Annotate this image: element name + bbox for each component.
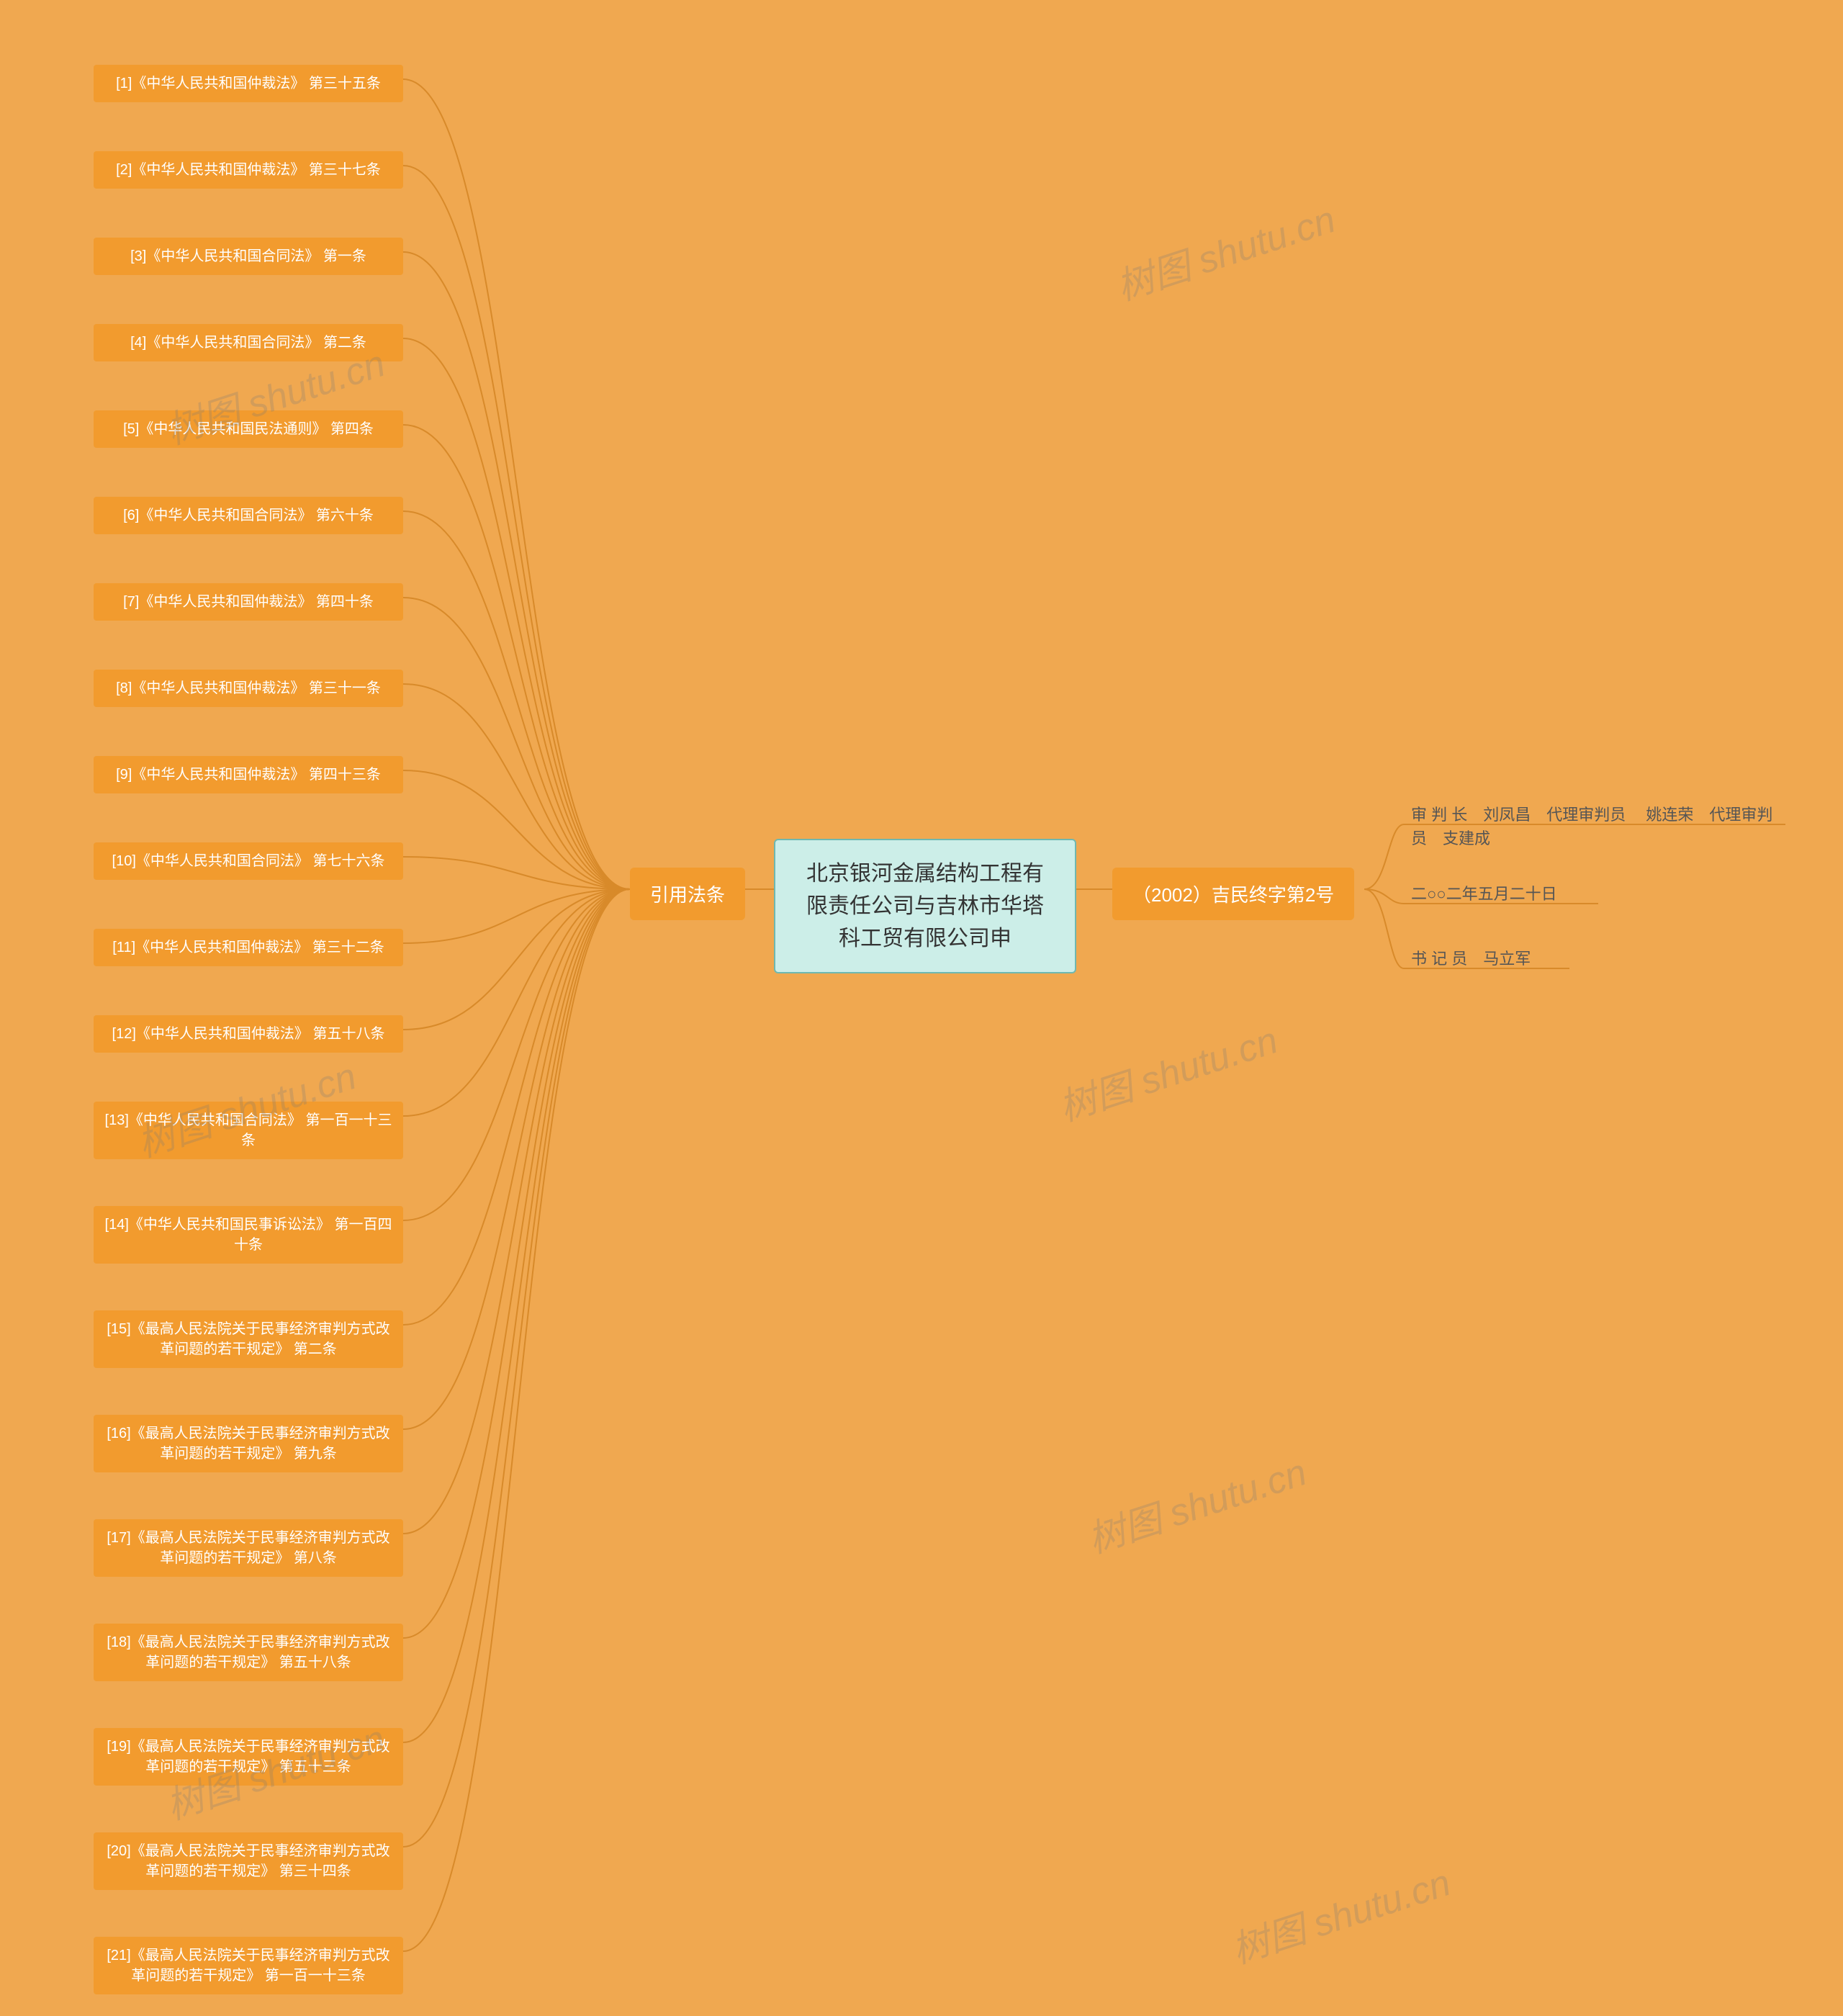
left-leaf: [16]《最高人民法院关于民事经济审判方式改革问题的若干规定》 第九条 xyxy=(94,1415,403,1472)
watermark: 树图 shutu.cn xyxy=(1224,1853,1456,1974)
left-leaf: [4]《中华人民共和国合同法》 第二条 xyxy=(94,324,403,361)
left-leaf: [21]《最高人民法院关于民事经济审判方式改革问题的若干规定》 第一百一十三条 xyxy=(94,1937,403,1994)
center-title: 北京银河金属结构工程有限责任公司与吉林市华塔科工贸有限公司申 xyxy=(806,862,1044,950)
right-leaf: 二○○二年五月二十日 xyxy=(1411,882,1557,906)
left-leaf: [13]《中华人民共和国合同法》 第一百一十三条 xyxy=(94,1102,403,1159)
right-leaf: 书 记 员 马立军 xyxy=(1411,947,1531,971)
left-leaf: [20]《最高人民法院关于民事经济审判方式改革问题的若干规定》 第三十四条 xyxy=(94,1832,403,1890)
left-leaf: [8]《中华人民共和国仲裁法》 第三十一条 xyxy=(94,670,403,707)
left-leaf: [12]《中华人民共和国仲裁法》 第五十八条 xyxy=(94,1015,403,1053)
left-leaf: [3]《中华人民共和国合同法》 第一条 xyxy=(94,238,403,275)
mindmap-canvas: 北京银河金属结构工程有限责任公司与吉林市华塔科工贸有限公司申 引用法条 （200… xyxy=(0,0,1843,2016)
left-leaf: [14]《中华人民共和国民事诉讼法》 第一百四十条 xyxy=(94,1206,403,1264)
hub-left-label: 引用法条 xyxy=(650,884,725,906)
left-leaf: [1]《中华人民共和国仲裁法》 第三十五条 xyxy=(94,65,403,102)
right-leaf: 审 判 长 刘凤昌 代理审判员 姚连荣 代理审判员 支建成 xyxy=(1411,803,1785,850)
left-leaf: [15]《最高人民法院关于民事经济审判方式改革问题的若干规定》 第二条 xyxy=(94,1310,403,1368)
hub-right: （2002）吉民终字第2号 xyxy=(1112,868,1354,920)
left-leaf: [17]《最高人民法院关于民事经济审判方式改革问题的若干规定》 第八条 xyxy=(94,1519,403,1577)
left-leaf: [7]《中华人民共和国仲裁法》 第四十条 xyxy=(94,583,403,621)
center-node: 北京银河金属结构工程有限责任公司与吉林市华塔科工贸有限公司申 xyxy=(774,839,1076,973)
left-leaf: [18]《最高人民法院关于民事经济审判方式改革问题的若干规定》 第五十八条 xyxy=(94,1624,403,1681)
watermark: 树图 shutu.cn xyxy=(1051,1010,1284,1132)
left-leaf: [10]《中华人民共和国合同法》 第七十六条 xyxy=(94,842,403,880)
left-leaf: [9]《中华人民共和国仲裁法》 第四十三条 xyxy=(94,756,403,793)
hub-right-label: （2002）吉民终字第2号 xyxy=(1132,884,1334,906)
hub-left: 引用法条 xyxy=(630,868,745,920)
watermark: 树图 shutu.cn xyxy=(1109,189,1341,311)
left-leaf: [2]《中华人民共和国仲裁法》 第三十七条 xyxy=(94,151,403,189)
left-leaf: [6]《中华人民共和国合同法》 第六十条 xyxy=(94,497,403,534)
watermark: 树图 shutu.cn xyxy=(1080,1442,1312,1564)
left-leaf: [11]《中华人民共和国仲裁法》 第三十二条 xyxy=(94,929,403,966)
connector-layer xyxy=(0,0,1843,2016)
left-leaf: [5]《中华人民共和国民法通则》 第四条 xyxy=(94,410,403,448)
left-leaf: [19]《最高人民法院关于民事经济审判方式改革问题的若干规定》 第五十三条 xyxy=(94,1728,403,1786)
